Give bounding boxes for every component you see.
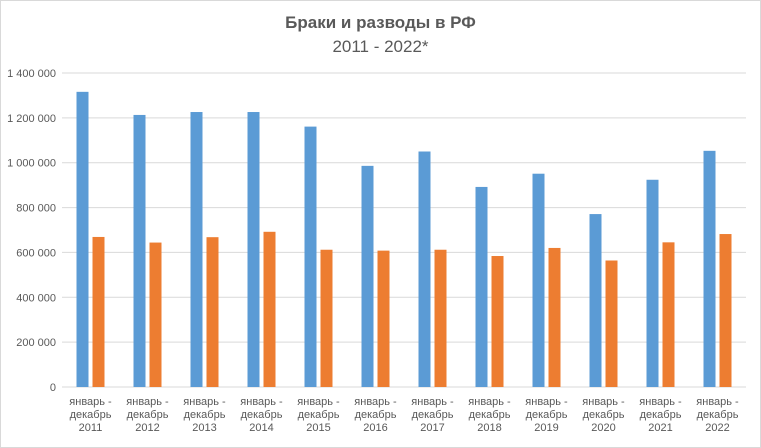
- x-tick-label: январь -декабрь 2017: [411, 396, 454, 434]
- y-tick-label: 0: [50, 382, 56, 394]
- x-axis: январь -декабрь 2011 январь -декабрь 2012 ян…: [69, 396, 739, 434]
- bar-series-2-6: [377, 250, 390, 387]
- bar-series-1-7: [418, 151, 431, 387]
- x-tick-label: январь -декабрь 2018: [468, 396, 511, 434]
- gridlines: [62, 72, 746, 388]
- bar-series-1-1: [76, 91, 89, 387]
- y-tick-label: 600 000: [16, 247, 56, 259]
- chart-subtitle: 2011 - 2022*: [332, 37, 429, 56]
- y-axis: 0 200 000 400 000 600 000 800 000 1 000 000 1 …: [7, 68, 56, 394]
- x-tick-label: январь -декабрь 2020: [582, 396, 625, 434]
- x-tick-label: январь -декабрь 2014: [240, 396, 283, 434]
- bar-series-2-5: [320, 249, 333, 387]
- bar-series-1-5: [304, 126, 317, 388]
- x-tick-label: январь -декабрь 2016: [354, 396, 397, 434]
- bar-series-2-7: [434, 249, 447, 387]
- x-tick-label: январь -декабрь 2022: [696, 396, 739, 434]
- bar-series-2-9: [548, 247, 561, 387]
- bar-series-2-2: [149, 242, 162, 387]
- bar-series-2-4: [263, 231, 276, 387]
- bar-series-1-2: [133, 114, 146, 387]
- bar-series-1-9: [532, 173, 545, 387]
- y-tick-label: 200 000: [16, 337, 56, 349]
- bar-series-2-3: [206, 237, 219, 387]
- x-tick-label: январь -декабрь 2012: [126, 396, 169, 434]
- y-tick-label: 400 000: [16, 292, 56, 304]
- bar-series-2-11: [662, 242, 675, 387]
- bar-series-2-12: [719, 234, 732, 387]
- bar-series-2-8: [491, 256, 504, 387]
- y-tick-label: 800 000: [16, 203, 56, 215]
- bar-series-2-1: [92, 236, 105, 387]
- x-tick-label: январь -декабрь 2015: [297, 396, 340, 434]
- x-tick-label: январь -декабрь 2021: [639, 396, 682, 434]
- x-tick-label: январь -декабрь 2013: [183, 396, 226, 434]
- bar-series-1-3: [190, 112, 203, 388]
- bar-series-1-12: [703, 150, 716, 387]
- bar-series-2-10: [605, 260, 618, 387]
- chart-title: Браки и разводы в РФ: [285, 13, 476, 32]
- bar-series-1-10: [589, 214, 602, 387]
- y-tick-label: 1 200 000: [7, 113, 56, 125]
- bar-series-1-11: [646, 179, 659, 387]
- x-tick-label: январь -декабрь 2019: [525, 396, 568, 434]
- bar-series-1-8: [475, 186, 488, 387]
- bar-series-1-4: [247, 112, 260, 388]
- y-tick-label: 1 000 000: [7, 158, 56, 170]
- bars: [76, 91, 732, 388]
- y-tick-label: 1 400 000: [7, 68, 56, 80]
- bar-series-1-6: [361, 165, 374, 387]
- x-tick-label: январь -декабрь 2011: [69, 396, 112, 434]
